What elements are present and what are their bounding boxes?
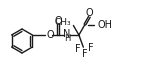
Text: OH: OH (98, 20, 113, 30)
Text: O: O (86, 8, 93, 18)
Text: N: N (63, 28, 71, 39)
Text: O: O (46, 30, 54, 40)
Text: H: H (64, 34, 70, 43)
Text: F: F (75, 44, 80, 54)
Text: F: F (82, 49, 87, 59)
Text: F: F (87, 43, 93, 53)
Text: O: O (54, 16, 62, 25)
Text: CH₃: CH₃ (55, 19, 71, 27)
